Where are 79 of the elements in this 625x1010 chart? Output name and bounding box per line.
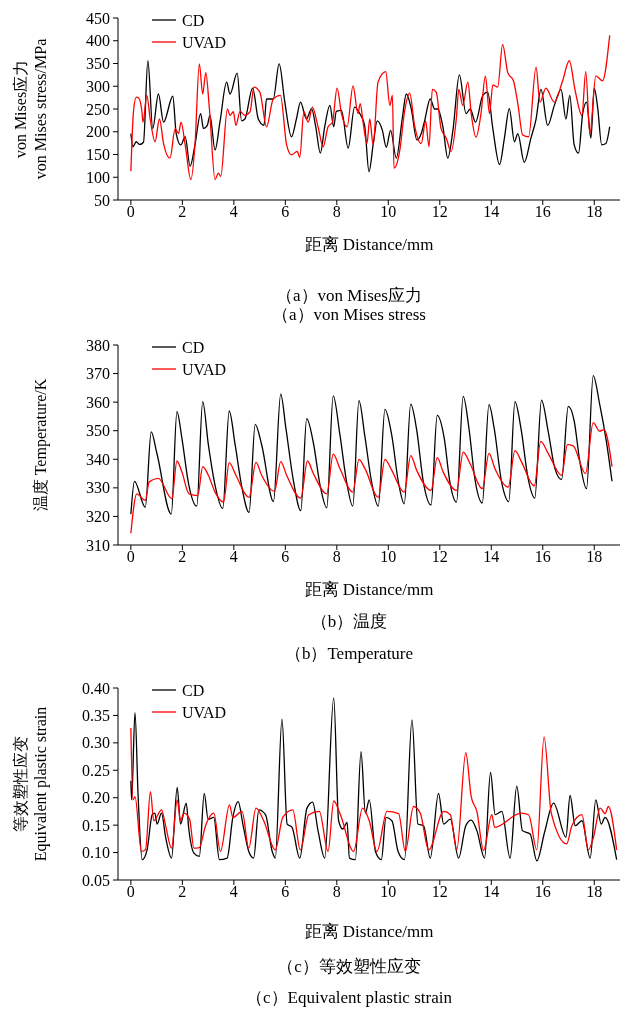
y-tick-label: 350 xyxy=(86,55,110,73)
legend-label: CD xyxy=(182,11,205,29)
x-tick-label: 12 xyxy=(431,203,448,220)
text: （a）von Mises应力 xyxy=(276,286,422,305)
line-series xyxy=(130,422,613,534)
text: （b）Temperature xyxy=(284,644,414,663)
x-tick-label: 10 xyxy=(380,883,397,900)
x-tick-label: 12 xyxy=(431,548,448,565)
y-tick-label: 100 xyxy=(86,168,110,186)
x-tick-label: 4 xyxy=(229,203,238,220)
y-tick-label: 0.40 xyxy=(82,679,110,697)
x-axis-title: 距离 Distance/mm xyxy=(304,235,434,254)
x-tick-label: 4 xyxy=(229,883,238,900)
x-tick-label: 8 xyxy=(332,548,341,565)
x-tick-label: 14 xyxy=(483,203,500,220)
y-tick-label: 400 xyxy=(86,32,110,50)
x-tick-label: 4 xyxy=(229,548,238,565)
y-tick-label: 200 xyxy=(86,123,110,141)
y-tick-label: 50 xyxy=(94,191,110,209)
line-series xyxy=(130,60,611,173)
y-tick-label: 0.15 xyxy=(82,816,110,834)
x-tick-label: 6 xyxy=(281,203,290,220)
x-tick-label: 16 xyxy=(534,548,551,565)
y-tick-label: 370 xyxy=(86,365,110,383)
y-tick-label: 330 xyxy=(86,479,110,497)
y-tick-label: 0.35 xyxy=(82,707,110,725)
x-tick-label: 14 xyxy=(483,548,500,565)
y-tick-label: 450 xyxy=(86,9,110,27)
text: （c）等效塑性应变 xyxy=(277,957,421,976)
x-tick-label: 18 xyxy=(586,548,603,565)
legend-label: UVAD xyxy=(182,360,227,378)
x-tick-label: 6 xyxy=(281,548,290,565)
y-tick-label: 0.25 xyxy=(82,761,110,779)
line-series xyxy=(130,374,613,515)
text: （c）Equivalent plastic strain xyxy=(246,988,453,1007)
y-axis-title: von Mises应力 von Mises stress/MPa xyxy=(12,38,49,180)
y-tick-label: 150 xyxy=(86,146,110,164)
x-tick-label: 16 xyxy=(534,203,551,220)
x-tick-label: 2 xyxy=(178,203,187,220)
text: （a）von Mises stress xyxy=(272,305,426,324)
y-tick-label: 0.30 xyxy=(82,734,110,752)
x-tick-label: 10 xyxy=(380,203,397,220)
x-tick-label: 2 xyxy=(178,548,187,565)
x-tick-label: 18 xyxy=(586,883,603,900)
legend-label: UVAD xyxy=(182,33,227,51)
y-tick-label: 320 xyxy=(86,508,110,526)
x-axis-title: 距离 Distance/mm xyxy=(304,922,434,941)
y-tick-label: 380 xyxy=(86,336,110,354)
line-series xyxy=(130,727,618,853)
y-axis-title: 温度 Temperature/K xyxy=(32,378,50,512)
y-tick-label: 0.10 xyxy=(82,844,110,862)
x-tick-label: 0 xyxy=(126,548,135,565)
x-tick-label: 16 xyxy=(534,883,551,900)
x-tick-label: 0 xyxy=(126,883,135,900)
y-axis-title: 等效塑性应变 Equivalent plastic strain xyxy=(12,706,50,862)
legend-label: CD xyxy=(182,338,205,356)
y-tick-label: 300 xyxy=(86,77,110,95)
y-tick-label: 350 xyxy=(86,422,110,440)
x-tick-label: 2 xyxy=(178,883,187,900)
y-tick-label: 340 xyxy=(86,450,110,468)
x-tick-label: 6 xyxy=(281,883,290,900)
x-tick-label: 8 xyxy=(332,203,341,220)
y-tick-label: 360 xyxy=(86,393,110,411)
x-tick-label: 10 xyxy=(380,548,397,565)
line-series xyxy=(130,697,618,862)
x-tick-label: 18 xyxy=(586,203,603,220)
legend-label: UVAD xyxy=(182,703,227,721)
x-axis-title: 距离 Distance/mm xyxy=(304,580,434,599)
x-tick-label: 12 xyxy=(431,883,448,900)
y-tick-label: 0.20 xyxy=(82,789,110,807)
y-tick-label: 0.05 xyxy=(82,871,110,889)
x-tick-label: 8 xyxy=(332,883,341,900)
text: （b）温度 xyxy=(310,612,388,631)
y-tick-label: 250 xyxy=(86,100,110,118)
x-tick-label: 14 xyxy=(483,883,500,900)
x-tick-label: 0 xyxy=(126,203,135,220)
line-series xyxy=(130,34,611,181)
y-tick-label: 310 xyxy=(86,536,110,554)
legend-label: CD xyxy=(182,681,205,699)
